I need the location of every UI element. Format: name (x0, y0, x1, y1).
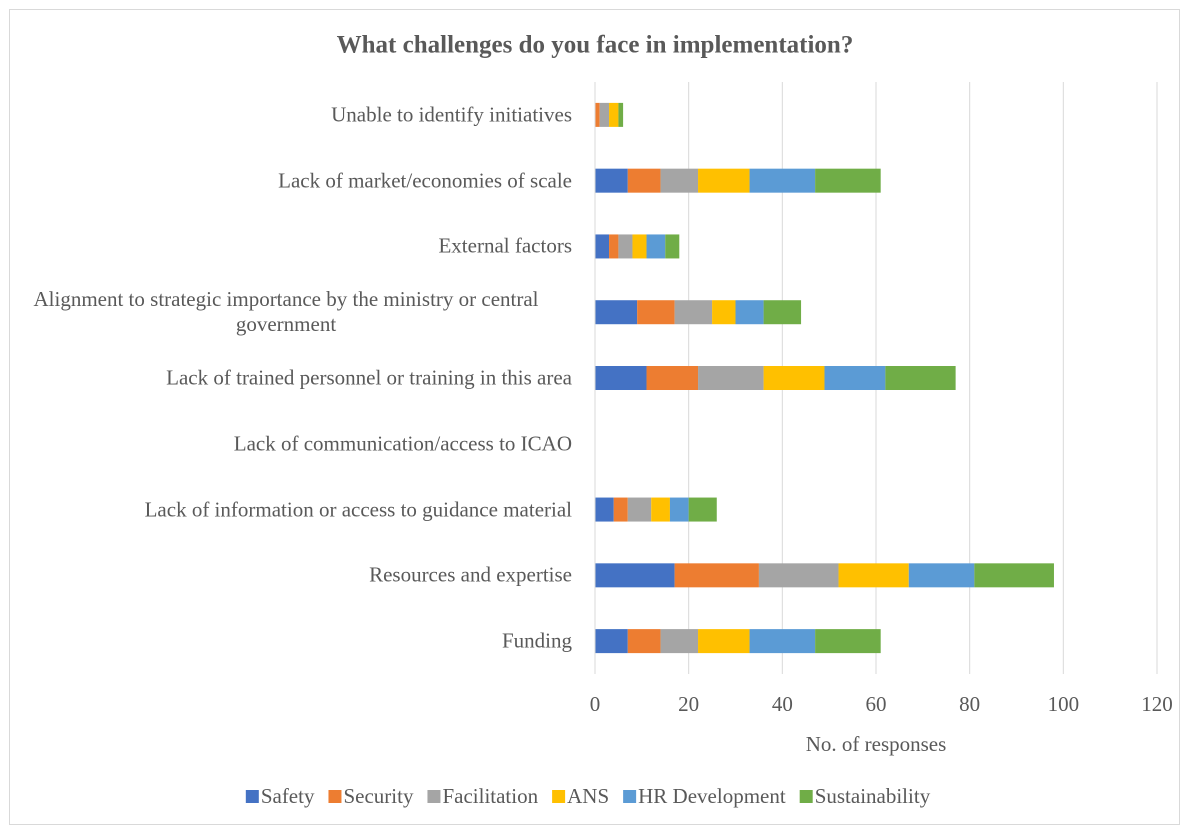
bar-segment (660, 168, 699, 193)
bar-segment (595, 497, 614, 522)
category-text: Funding (501, 628, 572, 653)
bar-segment (815, 168, 881, 193)
category-text: Resources and expertise (369, 562, 572, 587)
legend-label: ANS (567, 784, 609, 808)
x-axis-label: No. of responses (806, 732, 947, 756)
x-tick-label: 100 (1048, 692, 1080, 716)
legend-label: Security (343, 784, 413, 808)
bar-segment (712, 300, 736, 325)
bar-segment (646, 366, 699, 390)
bar-segment (595, 366, 647, 390)
category-text: Lack of information or access to guidanc… (144, 497, 572, 522)
bar-segment (749, 168, 816, 193)
bar-segment (618, 234, 633, 259)
bar-segment (763, 366, 825, 390)
bar-segment (885, 366, 956, 390)
x-tick-label: 0 (590, 692, 601, 716)
y-tick-label: Lack of trained personnel or training in… (0, 366, 572, 391)
x-tick-label: 20 (678, 692, 699, 716)
x-tick-label: 40 (772, 692, 793, 716)
legend-swatch (799, 790, 813, 803)
y-tick-label: Alignment to strategic importance by the… (0, 287, 572, 337)
legend-label: Sustainability (815, 784, 931, 808)
bar-segment (824, 366, 886, 390)
legend-swatch (245, 790, 259, 803)
bar-segment (688, 497, 717, 522)
legend-label: Safety (261, 784, 315, 808)
bar-segment (974, 563, 1054, 588)
legend-swatch (552, 790, 566, 803)
bar-segment (660, 629, 699, 654)
bar-segment (838, 563, 909, 588)
bar-segment (735, 300, 764, 325)
y-tick-label: Unable to identify initiatives (0, 102, 572, 127)
bar-segment (627, 168, 661, 193)
bar-segment (599, 102, 610, 127)
bar-segment (609, 102, 619, 127)
x-tick-label: 120 (1141, 692, 1173, 716)
legend-swatch (427, 790, 441, 803)
y-tick-label: Lack of communication/access to ICAO (0, 431, 572, 456)
bar-segment (595, 102, 600, 127)
y-tick-label: Resources and expertise (0, 563, 572, 588)
bar-segment (646, 234, 666, 259)
y-tick-label: External factors (0, 234, 572, 259)
y-tick-label: Lack of market/economies of scale (0, 168, 572, 193)
bar-segment (908, 563, 975, 588)
bar-segment (595, 563, 675, 588)
bar-segment (618, 102, 624, 127)
bar-segment (674, 300, 713, 325)
bar-segment (815, 629, 881, 654)
bar-segment (669, 497, 689, 522)
bar-segment (749, 629, 816, 654)
bar-segment (627, 497, 652, 522)
chart-title: What challenges do you face in implement… (337, 32, 854, 59)
category-text: External factors (438, 233, 572, 258)
bar-segment (665, 234, 680, 259)
bar-segment (651, 497, 670, 522)
x-tick-label: 80 (959, 692, 980, 716)
category-text: Lack of market/economies of scale (278, 168, 572, 193)
bar-segment (627, 629, 661, 654)
category-text: Lack of communication/access to ICAO (233, 431, 572, 456)
category-text: Alignment to strategic importance by the… (33, 287, 539, 337)
bar-segment (637, 300, 675, 325)
bar-segment (595, 234, 610, 259)
bar-segment (595, 629, 628, 654)
legend-swatch (623, 790, 637, 803)
category-text: Lack of trained personnel or training in… (166, 365, 572, 390)
bar-segment (595, 300, 638, 325)
bar-segment (613, 497, 628, 522)
x-tick-label: 60 (866, 692, 887, 716)
y-tick-label: Lack of information or access to guidanc… (0, 497, 572, 522)
legend-swatch (328, 790, 342, 803)
bar-segment (758, 563, 839, 588)
bar-segment (674, 563, 759, 588)
legend-label: HR Development (638, 784, 786, 808)
legend-label: Facilitation (442, 784, 538, 808)
bar-segment (698, 366, 764, 390)
y-tick-label: Funding (0, 629, 572, 654)
bar-segment (595, 168, 628, 193)
bar-segment (698, 168, 750, 193)
category-text: Unable to identify initiatives (331, 102, 572, 127)
bar-segment (698, 629, 750, 654)
bar-segment (763, 300, 802, 325)
bar-segment (609, 234, 619, 259)
bar-segment (632, 234, 647, 259)
